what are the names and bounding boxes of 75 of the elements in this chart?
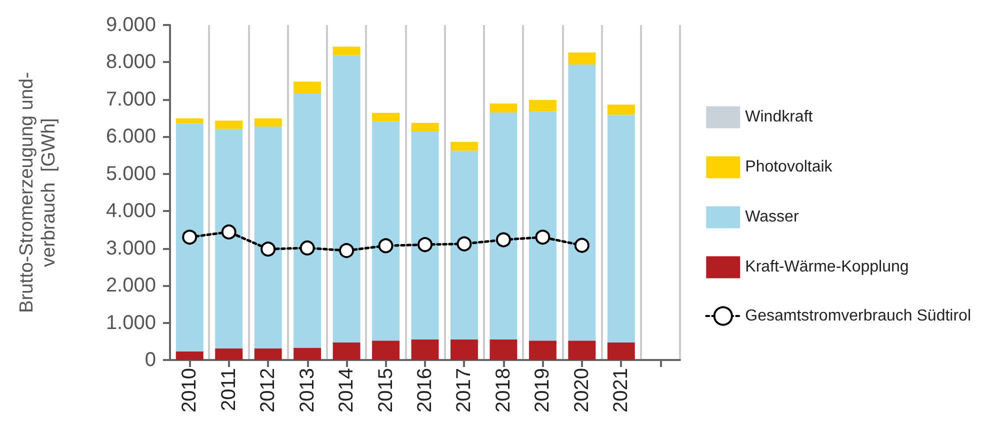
x-tick-label: 2016	[414, 368, 436, 412]
bar	[294, 348, 322, 360]
point	[221, 224, 236, 240]
y-tick-label: 2.000	[106, 274, 156, 297]
bar	[372, 121, 400, 341]
bar	[332, 46, 360, 56]
x-tick-label: 2013	[296, 368, 318, 412]
bar	[176, 351, 204, 360]
bar	[450, 340, 478, 360]
bar	[176, 123, 204, 352]
y-tick-label: 4.000	[106, 200, 156, 222]
x-tick-label: 2015	[374, 368, 397, 412]
bar	[254, 118, 282, 127]
y-tick-label: 6.000	[106, 126, 156, 148]
bar	[528, 340, 556, 360]
point	[182, 230, 198, 245]
point	[418, 237, 432, 252]
point	[456, 236, 472, 252]
point	[260, 242, 276, 257]
bar	[215, 128, 243, 348]
legend-label: Gesamtstromverbrauch Südtirol	[745, 308, 971, 324]
bar	[607, 342, 635, 360]
bar	[411, 122, 439, 132]
bar	[294, 82, 322, 94]
point	[300, 240, 315, 256]
x-tick-label: 2020	[570, 368, 593, 412]
point	[378, 238, 394, 254]
bar	[215, 120, 243, 129]
x-tick-label: 2021	[610, 368, 632, 412]
y-tick-label: 8.000	[106, 51, 156, 74]
x-tick-label: 2014	[336, 368, 358, 412]
x-tick-label: 2018	[492, 368, 514, 412]
bar	[490, 340, 518, 360]
point	[339, 243, 354, 258]
bar	[332, 55, 360, 343]
y-tick-label: 7.000	[106, 88, 156, 110]
bar	[528, 111, 556, 341]
point	[574, 238, 590, 253]
legend-label: Wasser	[745, 208, 800, 226]
legend-label: Photovoltaik	[745, 158, 834, 176]
point	[496, 232, 511, 248]
x-tick-label: 2012	[257, 368, 280, 412]
x-tick-label: 2019	[532, 368, 554, 412]
legend-label: Kraft-Wärme-Kopplung	[745, 258, 909, 276]
bar	[372, 340, 400, 360]
x-tick-label: 2011	[218, 368, 240, 412]
bar	[411, 131, 439, 340]
bar	[568, 340, 596, 360]
bar	[490, 104, 518, 112]
bar	[215, 348, 243, 360]
x-tick-label: 2017	[453, 368, 476, 412]
x-tick-label: 2010	[178, 368, 201, 412]
bar	[607, 114, 635, 343]
y-tick-label: 9.000	[106, 14, 156, 36]
y-tick-label: 0	[144, 349, 156, 371]
point	[535, 230, 550, 245]
bar	[450, 150, 478, 340]
bar	[332, 342, 360, 360]
y-tick-label: 5.000	[106, 162, 156, 185]
bar	[294, 93, 322, 348]
bar	[607, 104, 635, 115]
bar	[176, 118, 204, 124]
bar	[450, 142, 478, 151]
legend-label: Windkraft	[745, 108, 814, 126]
bar	[568, 52, 596, 64]
y-tick-label: 1.000	[106, 312, 156, 334]
y-axis-title: Brutto-Stromerzeugung und- verbrauch [GWh]	[16, 72, 60, 313]
bar	[568, 64, 596, 341]
y-tick-label: 3.000	[106, 237, 156, 260]
bar	[490, 112, 518, 340]
bar	[254, 126, 282, 348]
bar	[528, 100, 556, 112]
bar	[254, 348, 282, 360]
bar	[411, 340, 439, 360]
bar	[372, 112, 400, 122]
